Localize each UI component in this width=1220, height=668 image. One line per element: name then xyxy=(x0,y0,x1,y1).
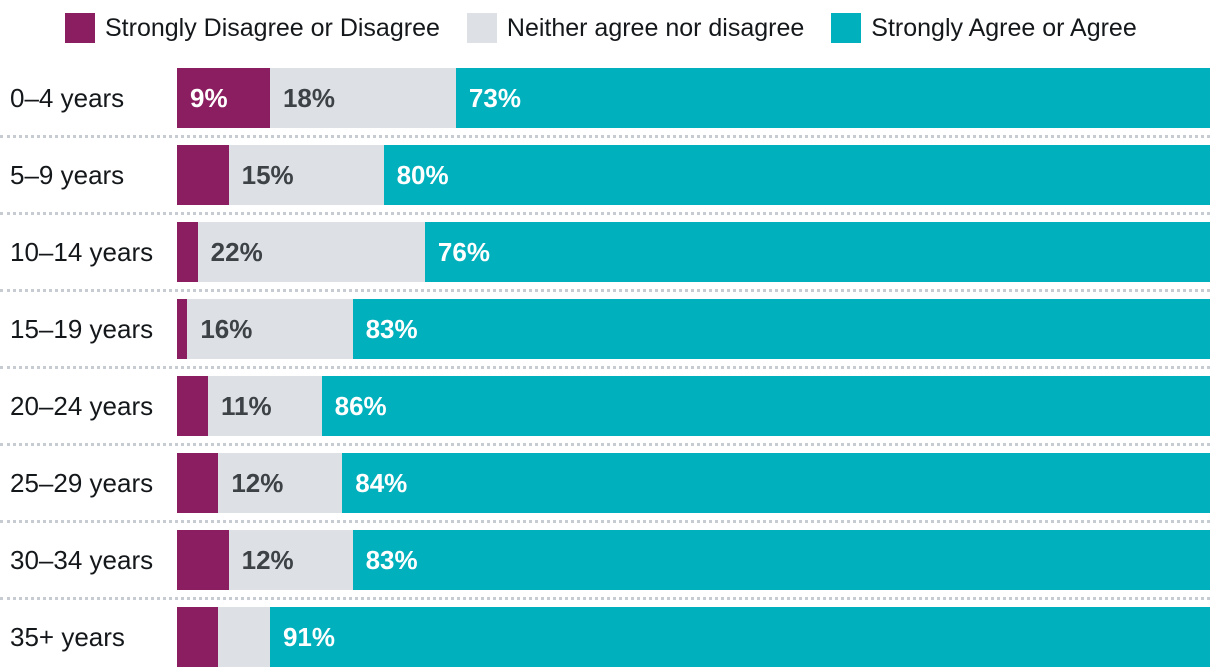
chart-row: 5–9 years 15% 80% xyxy=(0,145,1210,205)
value-label: 80% xyxy=(396,159,449,190)
bar-segment-neutral: 11% xyxy=(207,376,322,436)
legend-item-neutral: Neither agree nor disagree xyxy=(466,13,805,43)
bar-segment-disagree xyxy=(177,607,219,667)
value-label: 83% xyxy=(365,544,418,575)
bar-segment-disagree xyxy=(177,376,208,436)
row-separator xyxy=(0,597,1210,600)
chart-row: 15–19 years 16% 83% xyxy=(0,299,1210,359)
legend-item-disagree: Strongly Disagree or Disagree xyxy=(65,13,440,43)
bar-segment-disagree: 9% xyxy=(177,68,270,128)
bar-segment-neutral: 16% xyxy=(187,299,353,359)
bar-segment-neutral: 12% xyxy=(228,530,353,590)
chart-row: 20–24 years 11% 86% xyxy=(0,376,1210,436)
bar-segment-agree: 91% xyxy=(269,607,1210,667)
legend-swatch-neutral-icon xyxy=(466,13,497,43)
bar-track: 22% 76% xyxy=(177,222,1210,282)
category-label: 35+ years xyxy=(10,621,125,652)
bar-track: 16% 83% xyxy=(177,299,1210,359)
row-separator xyxy=(0,212,1210,215)
bar-track: 12% 83% xyxy=(177,530,1210,590)
row-separator xyxy=(0,443,1210,446)
bar-segment-neutral: 15% xyxy=(228,145,384,205)
chart-row: 35+ years 91% xyxy=(0,607,1210,667)
legend-label-disagree: Strongly Disagree or Disagree xyxy=(105,13,440,42)
bar-segment-neutral xyxy=(218,607,270,667)
category-label: 15–19 years xyxy=(10,313,154,344)
chart-row: 0–4 years 9% 18% 73% xyxy=(0,68,1210,128)
category-label: 0–4 years xyxy=(10,82,125,113)
category-label: 25–29 years xyxy=(10,467,154,498)
bar-track: 9% 18% 73% xyxy=(177,68,1210,128)
bar-segment-neutral: 22% xyxy=(197,222,425,282)
bar-track: 15% 80% xyxy=(177,145,1210,205)
legend-swatch-disagree-icon xyxy=(65,13,95,43)
bar-segment-disagree xyxy=(177,530,229,590)
value-label: 86% xyxy=(334,390,387,421)
value-label: 9% xyxy=(190,82,228,113)
bar-track: 91% xyxy=(177,607,1210,667)
row-separator xyxy=(0,520,1210,523)
legend-swatch-agree-icon xyxy=(831,13,862,43)
bar-segment-agree: 83% xyxy=(352,530,1210,590)
bar-segment-agree: 80% xyxy=(383,145,1210,205)
bar-track: 12% 84% xyxy=(177,453,1210,513)
bar-segment-agree: 86% xyxy=(321,376,1210,436)
category-label: 20–24 years xyxy=(10,390,154,421)
value-label: 22% xyxy=(210,236,263,267)
stacked-bar-chart: 0–4 years 9% 18% 73% 5–9 years 15% 80% 10–1… xyxy=(0,68,1210,667)
bar-segment-agree: 83% xyxy=(352,299,1210,359)
value-label: 15% xyxy=(241,159,294,190)
chart-row: 10–14 years 22% 76% xyxy=(0,222,1210,282)
legend-label-agree: Strongly Agree or Agree xyxy=(871,13,1137,42)
bar-segment-agree: 84% xyxy=(342,453,1210,513)
value-label: 11% xyxy=(220,390,272,421)
bar-segment-disagree xyxy=(177,145,229,205)
bar-segment-agree: 73% xyxy=(455,68,1210,128)
value-label: 12% xyxy=(231,467,284,498)
chart-row: 25–29 years 12% 84% xyxy=(0,453,1210,513)
bar-segment-disagree xyxy=(177,299,188,359)
value-label: 91% xyxy=(282,621,335,652)
category-label: 10–14 years xyxy=(10,236,154,267)
value-label: 76% xyxy=(437,236,490,267)
bar-segment-neutral: 12% xyxy=(218,453,343,513)
row-separator xyxy=(0,366,1210,369)
bar-segment-neutral: 18% xyxy=(269,68,456,128)
bar-segment-disagree xyxy=(177,222,198,282)
row-separator xyxy=(0,135,1210,138)
value-label: 16% xyxy=(200,313,253,344)
bar-segment-agree: 76% xyxy=(424,222,1210,282)
legend-label-neutral: Neither agree nor disagree xyxy=(506,13,805,42)
chart-row: 30–34 years 12% 83% xyxy=(0,530,1210,590)
chart-legend: Strongly Disagree or Disagree Neither ag… xyxy=(0,0,1220,43)
bar-track: 11% 86% xyxy=(177,376,1210,436)
value-label: 73% xyxy=(468,82,521,113)
value-label: 83% xyxy=(365,313,418,344)
legend-item-agree: Strongly Agree or Agree xyxy=(831,13,1137,43)
row-separator xyxy=(0,289,1210,292)
category-label: 5–9 years xyxy=(10,159,125,190)
value-label: 18% xyxy=(282,82,336,113)
bar-segment-disagree xyxy=(177,453,219,513)
value-label: 84% xyxy=(355,467,408,498)
value-label: 12% xyxy=(241,544,294,575)
category-label: 30–34 years xyxy=(10,544,154,575)
